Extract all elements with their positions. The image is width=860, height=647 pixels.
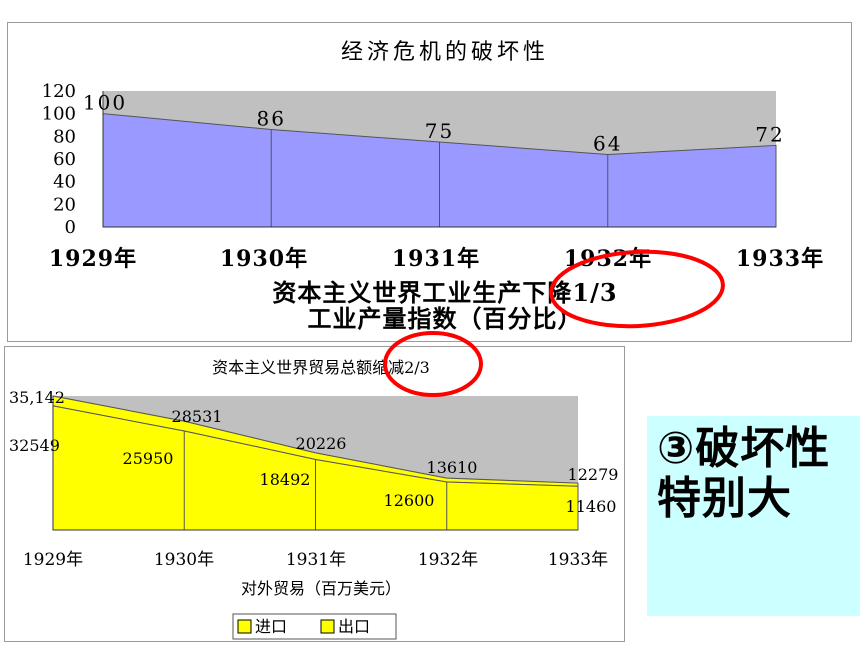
x-tick-label: 1930年 (220, 246, 308, 272)
import-data-label: 20226 (296, 434, 347, 453)
trade-chart-panel: 资本主义世界贸易总额缩减2/3 35,142 28531 20226 13610 122… (4, 346, 625, 642)
callout-line1: ③破坏性 (657, 423, 831, 474)
export-data-label: 12600 (384, 491, 435, 510)
legend-box (232, 613, 397, 640)
data-label: 100 (83, 91, 127, 115)
import-data-label: 35,142 (9, 388, 65, 407)
legend-swatch-import (237, 619, 252, 634)
x-tick-label: 1929年 (49, 246, 137, 272)
data-label: 86 (257, 107, 286, 131)
y-tick-label: 0 (65, 217, 76, 238)
y-tick-label: 80 (53, 126, 76, 147)
import-data-label: 28531 (172, 407, 223, 426)
export-data-label: 18492 (260, 470, 311, 489)
x-tick-label: 1930年 (154, 550, 214, 570)
x-tick-label: 1932年 (418, 550, 478, 570)
y-tick-label: 60 (53, 149, 76, 170)
x-tick-label: 1933年 (548, 550, 608, 570)
x-axis-label: 对外贸易（百万美元） (241, 579, 401, 598)
legend-label-export: 出口 (338, 617, 370, 636)
data-label: 75 (425, 119, 454, 143)
industry-chart-panel: 经济危机的破坏性 120 100 80 60 40 20 0 100 86 75 64 72 1929年… (7, 22, 852, 342)
y-tick-label: 40 (53, 172, 76, 193)
x-axis-label-line2: 工业产量指数（百分比） (308, 304, 583, 333)
x-tick-label: 1929年 (23, 550, 83, 570)
legend-swatch-export (320, 619, 335, 634)
callout-box: ③破坏性 特别大 (647, 416, 860, 616)
industry-chart-title: 经济危机的破坏性 (341, 40, 549, 65)
x-tick-label: 1932年 (564, 246, 652, 272)
export-data-label: 11460 (566, 497, 617, 516)
legend-label-import: 进口 (255, 617, 287, 636)
y-tick-label: 100 (42, 104, 76, 125)
x-tick-label: 1931年 (392, 246, 480, 272)
trade-chart-title: 资本主义世界贸易总额缩减2/3 (212, 358, 430, 377)
legend: 进口 出口 (232, 613, 397, 640)
export-data-label: 25950 (123, 449, 174, 468)
trade-chart: 资本主义世界贸易总额缩减2/3 35,142 28531 20226 13610 122… (9, 358, 619, 640)
y-tick-label: 20 (53, 194, 76, 215)
x-tick-label: 1931年 (286, 550, 346, 570)
callout-line2: 特别大 (657, 473, 792, 524)
import-data-label: 13610 (427, 458, 478, 477)
x-tick-label: 1933年 (736, 246, 824, 272)
data-label: 64 (593, 131, 622, 155)
data-label: 72 (755, 122, 784, 146)
import-data-label: 12279 (568, 465, 619, 484)
export-data-label: 32549 (9, 436, 60, 455)
x-axis-label-line1: 资本主义世界工业生产下降1/3 (272, 278, 617, 307)
y-tick-label: 120 (42, 81, 76, 102)
